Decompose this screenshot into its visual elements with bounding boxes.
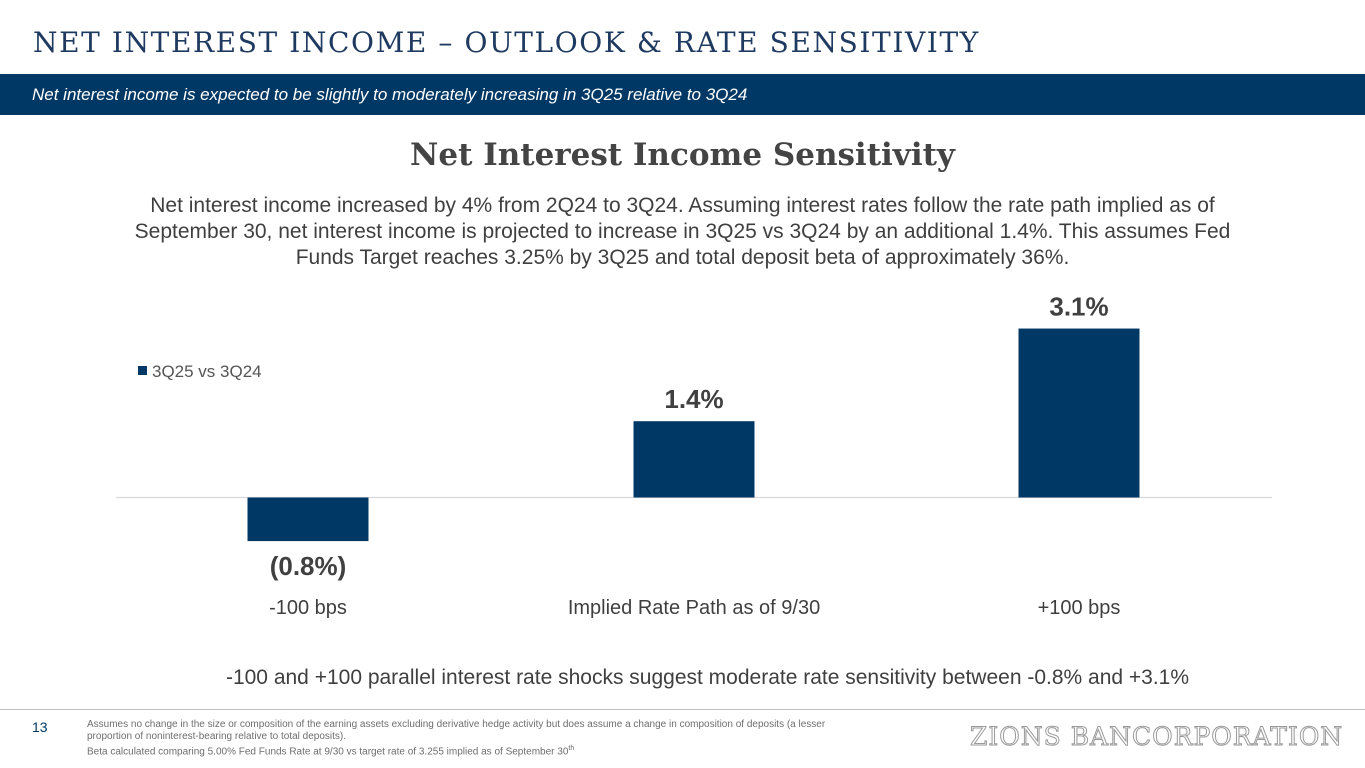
bar-chart: (0.8%) -100 bps 1.4% Implied Rate Path as o… [116,292,1272,619]
company-logo: ZIONS BANCORPORATION [969,722,1344,752]
footer-divider [0,709,1365,710]
bar [1018,328,1140,498]
footnotes: Assumes no change in the size or composi… [87,719,857,758]
subtitle-banner: Net interest income is expected to be sl… [0,74,1365,115]
category-label: -100 bps [269,597,347,619]
banner-text: Net interest income is expected to be sl… [32,85,748,104]
bar [247,497,369,542]
chart-title: Net Interest Income Sensitivity [410,137,955,173]
chart-description: Net interest income increased by 4% from… [134,194,1231,269]
footnote-assumptions: Assumes no change in the size or composi… [87,719,826,742]
bar [633,421,755,498]
sensitivity-conclusion: -100 and +100 parallel interest rate sho… [225,666,1190,689]
data-label: 1.4% [664,384,723,414]
page-number: 13 [32,719,48,735]
footnote-beta-text: Beta calculated comparing 5.00% Fed Fund… [87,746,569,758]
category-label: +100 bps [1038,597,1121,619]
footnote-beta-superscript: th [568,745,575,752]
slide-title: NET INTEREST INCOME – OUTLOOK & RATE SEN… [33,26,980,59]
category-label: Implied Rate Path as of 9/30 [568,597,820,619]
legend-swatch [138,366,147,375]
data-label: 3.1% [1049,292,1108,322]
data-label: (0.8%) [270,551,347,581]
footnote-beta: Beta calculated comparing 5.00% Fed Fund… [87,743,857,758]
legend-label: 3Q25 vs 3Q24 [152,362,262,381]
